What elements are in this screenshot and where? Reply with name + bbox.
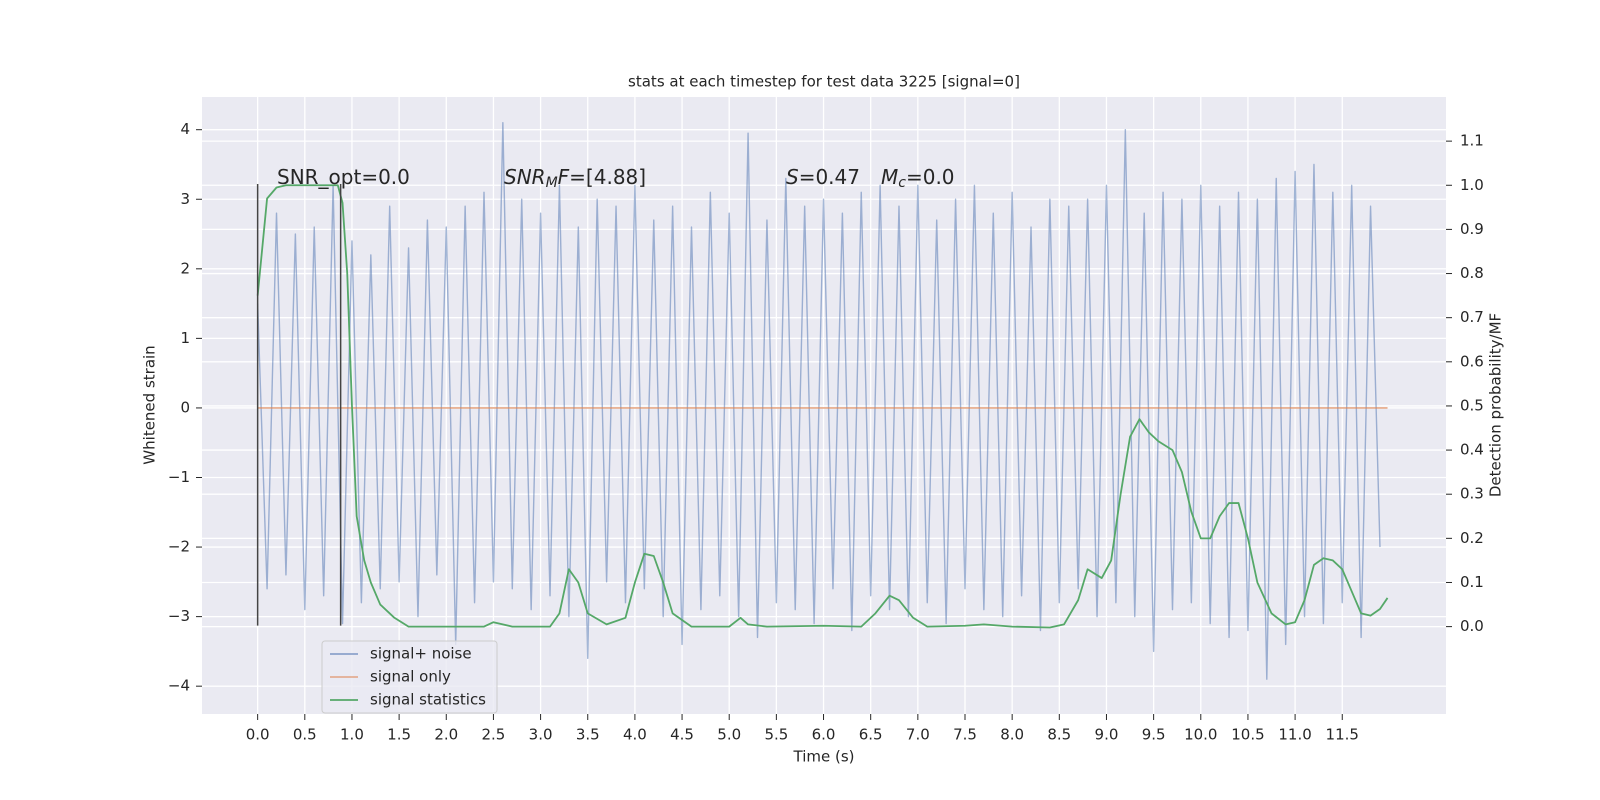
series-line [256,184,1389,629]
annotation-part: SNR [504,165,546,189]
annotation: Mc=0.0 [881,165,955,192]
annotation-part: c [898,175,906,191]
y-tick-label: 4 [180,120,190,138]
y-tick-label: 0 [180,398,190,416]
x-tick-label: 5.0 [717,726,741,744]
y-tick-label: 1 [180,329,190,347]
y-tick-label: 2 [180,259,190,277]
x-tick-label: 8.5 [1047,726,1071,744]
y-tick-label: −2 [168,538,190,556]
y2-tick-label: 0.4 [1460,441,1484,459]
legend-box [321,640,498,714]
annotation-part: SNR_opt=0.0 [277,165,410,189]
legend-label: signal statistics [370,691,486,709]
x-tick-label: 3.5 [576,726,600,744]
x-axis-label: Time (s) [793,748,855,766]
y-tick-label: −4 [168,677,190,695]
x-tick-label: 10.5 [1231,726,1264,744]
x-tick-label: 7.5 [953,726,977,744]
chart-title: stats at each timestep for test data 322… [628,73,1020,91]
x-tick-label: 3.0 [529,726,553,744]
x-tick-label: 7.0 [906,726,930,744]
y2-tick-label: 0.6 [1460,352,1484,370]
x-tick-label: 1.5 [387,726,411,744]
y2-axis-label: Detection probability/MF [1487,313,1505,497]
x-tick-label: 2.0 [434,726,458,744]
annotation-part: =0.0 [906,165,955,189]
y2-tick-label: 0.1 [1460,573,1484,591]
y-tick-label: −1 [168,468,190,486]
x-tick-label: 0.0 [246,726,270,744]
x-tick-label: 11.0 [1278,726,1311,744]
y2-tick-label: 0.2 [1460,529,1484,547]
annotation-part: =[4.88] [569,165,646,189]
legend-label: signal+ noise [370,645,472,663]
x-tick-label: 5.5 [764,726,788,744]
x-tick-label: 9.0 [1095,726,1119,744]
annotation-part: =0.47 [799,165,860,189]
y2-tick-label: 0.0 [1460,617,1484,635]
y-tick-label: 3 [180,190,190,208]
annotation-part: M [546,175,558,191]
x-tick-label: 8.0 [1000,726,1024,744]
y2-tick-label: 0.7 [1460,308,1484,326]
y2-tick-label: 0.5 [1460,396,1484,414]
x-tick-label: 2.5 [482,726,506,744]
y-tick-label: −3 [168,607,190,625]
y2-tick-label: 0.3 [1460,485,1484,503]
x-tick-label: 4.0 [623,726,647,744]
series-line [256,122,1381,680]
x-tick-label: 0.5 [293,726,317,744]
x-tick-label: 4.5 [670,726,694,744]
y2-tick-label: 0.8 [1460,264,1484,282]
y2-tick-label: 0.9 [1460,220,1484,238]
x-tick-label: 6.0 [812,726,836,744]
y2-tick-label: 1.1 [1460,132,1484,150]
annotation: S=0.47 [786,165,860,189]
y2-tick-label: 1.0 [1460,176,1484,194]
legend-label: signal only [370,668,451,686]
annotation-part: S [786,165,799,189]
x-tick-label: 1.0 [340,726,364,744]
annotation: SNR_opt=0.0 [277,165,410,189]
annotation: SNRMF=[4.88] [504,165,646,192]
x-tick-label: 6.5 [859,726,883,744]
x-tick-label: 9.5 [1142,726,1166,744]
x-tick-label: 10.0 [1184,726,1217,744]
annotation-part: F [558,165,570,189]
annotation-part: M [881,165,898,189]
x-tick-label: 11.5 [1326,726,1359,744]
y-axis-label: Whitened strain [141,345,159,464]
